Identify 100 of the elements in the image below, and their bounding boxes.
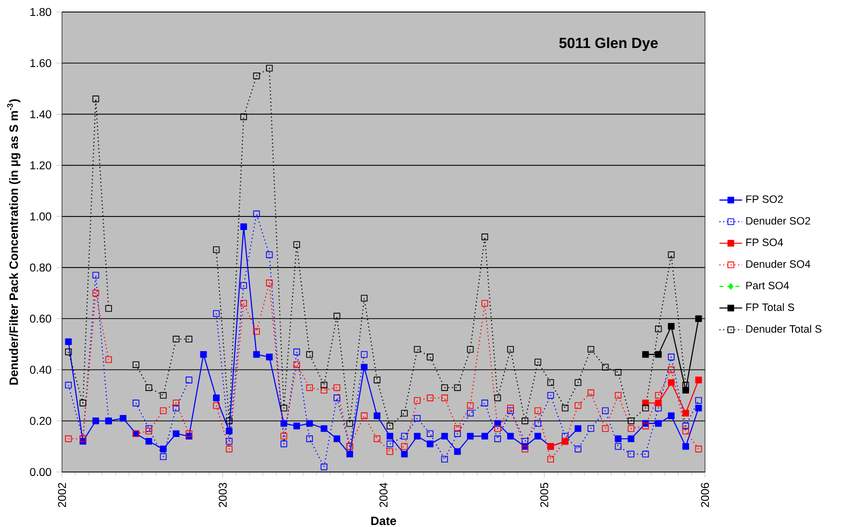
point: [145, 428, 152, 434]
x-tick-label: 2004: [380, 482, 388, 508]
point: [212, 402, 220, 409]
point: [240, 223, 247, 230]
point: [65, 435, 72, 442]
x-tick-label: 2005: [540, 482, 548, 508]
point: [668, 412, 675, 420]
point: [240, 113, 247, 120]
point: [145, 425, 152, 432]
point: [481, 432, 488, 440]
point: [334, 384, 340, 391]
point: [562, 404, 568, 412]
point: [466, 432, 474, 440]
point: [320, 386, 328, 394]
point: [386, 448, 394, 455]
point: [534, 407, 542, 414]
point: [212, 394, 220, 402]
point: [160, 453, 167, 460]
y-tick-label: 1.40: [30, 110, 52, 118]
point: [507, 404, 514, 412]
point: [695, 397, 702, 404]
point: [534, 358, 542, 366]
point: [160, 407, 167, 414]
point: [426, 430, 434, 437]
point: [320, 464, 328, 470]
point: [628, 425, 634, 432]
point: [655, 404, 662, 412]
point: [414, 346, 421, 353]
point: [334, 435, 340, 442]
point: [360, 412, 368, 420]
point: [280, 440, 288, 448]
y-tick-label: 1.60: [30, 59, 52, 68]
point: [280, 420, 288, 427]
point: [160, 446, 167, 452]
point: [655, 351, 662, 358]
point: [695, 404, 702, 412]
point: [454, 448, 461, 455]
point: [374, 435, 380, 442]
legend-label: Part SO4: [746, 282, 789, 290]
point: [240, 282, 247, 289]
point: [628, 435, 634, 442]
point: [132, 361, 140, 368]
point: [655, 420, 662, 427]
point: [522, 446, 528, 452]
point: [588, 389, 594, 396]
point: [695, 376, 702, 384]
y-tick-label: 0.20: [30, 416, 52, 425]
legend-label: FP Total S: [746, 303, 794, 311]
point: [172, 400, 180, 406]
point: [454, 425, 461, 432]
point: [441, 394, 448, 402]
point: [240, 300, 247, 307]
point: [574, 402, 582, 409]
point: [668, 379, 675, 386]
point: [614, 435, 622, 442]
point: [574, 446, 582, 452]
point: [441, 456, 448, 463]
point: [481, 300, 488, 307]
point: [642, 400, 649, 406]
point: [481, 400, 488, 406]
y-tick-label: 1.80: [30, 8, 52, 16]
point: [574, 425, 582, 432]
point: [682, 422, 690, 430]
point: [642, 404, 649, 412]
point: [642, 422, 649, 430]
point: [200, 351, 207, 358]
point: [374, 412, 380, 420]
legend-label: Denuder SO4: [746, 260, 810, 268]
point: [105, 305, 112, 312]
point: [320, 382, 328, 388]
point: [682, 443, 690, 450]
point: [426, 440, 434, 448]
point: [386, 422, 394, 430]
point: [614, 368, 622, 376]
point: [105, 356, 112, 363]
point: [454, 384, 461, 391]
point: [266, 354, 273, 360]
point: [320, 425, 328, 432]
point: [360, 351, 368, 358]
point: [145, 438, 152, 445]
point: [293, 422, 300, 430]
point: [614, 443, 622, 450]
point: [494, 394, 501, 402]
point: [426, 354, 434, 360]
point: [386, 440, 394, 448]
point: [588, 425, 594, 432]
point: [466, 346, 474, 353]
point: [481, 234, 488, 240]
point: [253, 210, 260, 218]
point: [466, 402, 474, 409]
point: [426, 394, 434, 402]
point: [547, 379, 554, 386]
point: [253, 328, 260, 335]
point: [695, 315, 702, 322]
point: [226, 428, 233, 434]
point: [401, 432, 408, 440]
point: [682, 428, 690, 434]
point: [494, 425, 501, 432]
point: [655, 326, 662, 332]
point: [280, 404, 288, 412]
